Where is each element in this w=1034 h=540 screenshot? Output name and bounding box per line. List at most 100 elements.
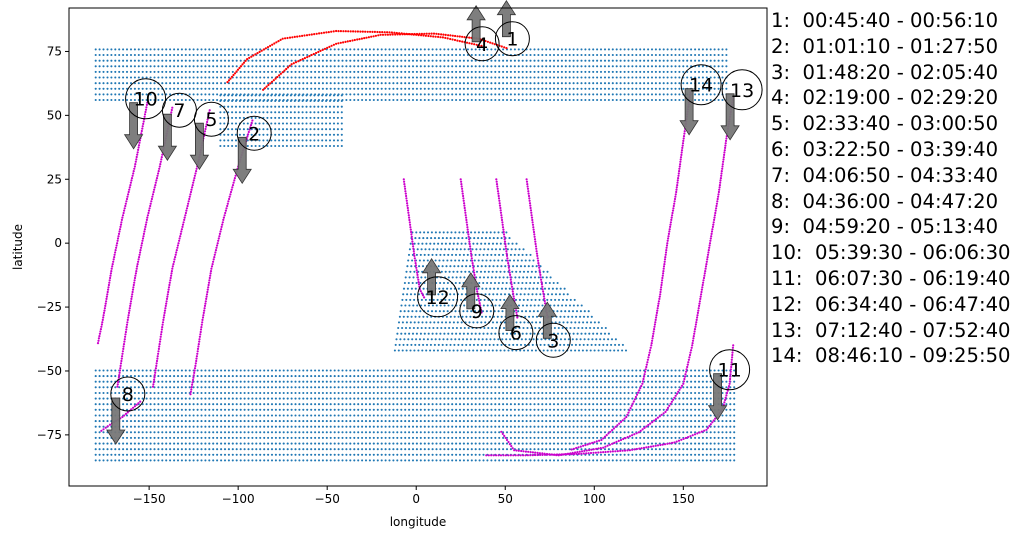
land-point — [345, 420, 348, 423]
land-point — [488, 293, 491, 296]
land-point — [721, 431, 724, 434]
land-point — [515, 321, 518, 324]
land-point — [259, 436, 262, 439]
land-point — [282, 53, 285, 57]
land-point — [486, 332, 489, 335]
land-point — [516, 259, 519, 262]
land-point — [490, 304, 493, 307]
land-point — [220, 70, 223, 73]
land-point — [439, 98, 442, 102]
land-point — [110, 48, 113, 51]
land-point — [223, 116, 226, 119]
land-point — [709, 436, 712, 439]
land-point — [231, 436, 234, 439]
land-point — [223, 53, 227, 57]
land-point — [670, 448, 673, 451]
land-point — [293, 116, 296, 119]
land-point — [408, 403, 411, 406]
land-point — [173, 76, 176, 79]
land-point — [599, 420, 603, 423]
land-point — [423, 397, 426, 400]
land-point — [106, 391, 109, 395]
land-point — [528, 315, 531, 318]
land-point — [678, 59, 681, 62]
land-point — [212, 76, 215, 79]
land-point — [411, 93, 415, 96]
land-point — [184, 425, 187, 428]
land-point — [133, 391, 136, 395]
land-point — [380, 98, 383, 102]
land-point — [176, 459, 180, 462]
land-point — [448, 349, 451, 352]
land-point — [420, 326, 423, 330]
land-point — [476, 321, 479, 324]
land-point — [341, 76, 344, 79]
land-point — [490, 59, 493, 62]
land-point — [713, 459, 716, 462]
land-point — [554, 349, 557, 352]
land-point — [697, 53, 701, 57]
land-point — [474, 65, 477, 68]
land-point — [274, 128, 277, 131]
land-point — [204, 425, 207, 428]
land-point — [654, 397, 657, 400]
land-point — [329, 59, 332, 62]
land-point — [173, 442, 176, 445]
land-point — [98, 93, 101, 96]
land-point — [525, 436, 528, 439]
land-point — [242, 111, 245, 114]
land-point — [176, 397, 180, 400]
land-point — [517, 425, 520, 428]
land-point — [643, 59, 646, 62]
land-point — [662, 93, 665, 96]
land-point — [161, 403, 164, 406]
land-point — [458, 408, 462, 411]
land-point — [443, 448, 446, 451]
land-point — [223, 403, 227, 406]
land-point — [169, 436, 172, 439]
land-point — [505, 338, 508, 341]
land-point — [404, 276, 407, 279]
land-point — [709, 431, 712, 434]
land-point — [368, 98, 371, 102]
land-point — [329, 87, 332, 90]
land-point — [678, 48, 681, 51]
land-point — [541, 391, 544, 395]
land-point — [517, 442, 520, 445]
land-point — [615, 98, 618, 102]
land-point — [254, 94, 257, 97]
land-point — [161, 48, 164, 51]
land-point — [114, 65, 117, 68]
land-point — [118, 65, 121, 68]
land-point — [396, 93, 399, 96]
land-point — [717, 59, 720, 62]
land-point — [239, 70, 242, 73]
land-point — [353, 76, 356, 79]
land-point — [533, 442, 536, 445]
land-point — [294, 82, 297, 85]
land-point — [298, 70, 301, 73]
land-point — [586, 321, 589, 324]
land-point — [372, 87, 375, 90]
land-point — [321, 420, 324, 423]
land-point — [336, 144, 339, 148]
land-point — [419, 48, 422, 51]
land-point — [678, 414, 681, 417]
land-point — [439, 82, 442, 85]
land-point — [556, 436, 560, 439]
land-point — [470, 397, 473, 400]
land-point — [278, 436, 281, 439]
land-point — [541, 276, 544, 279]
land-point — [527, 293, 530, 296]
land-point — [486, 391, 489, 395]
land-point — [452, 321, 455, 324]
land-point — [678, 425, 681, 428]
land-point — [289, 128, 292, 131]
land-point — [329, 425, 332, 428]
land-point — [554, 293, 558, 296]
land-point — [380, 442, 383, 445]
land-point — [443, 253, 446, 256]
land-point — [576, 59, 579, 62]
land-point — [709, 403, 712, 406]
land-point — [466, 414, 469, 417]
